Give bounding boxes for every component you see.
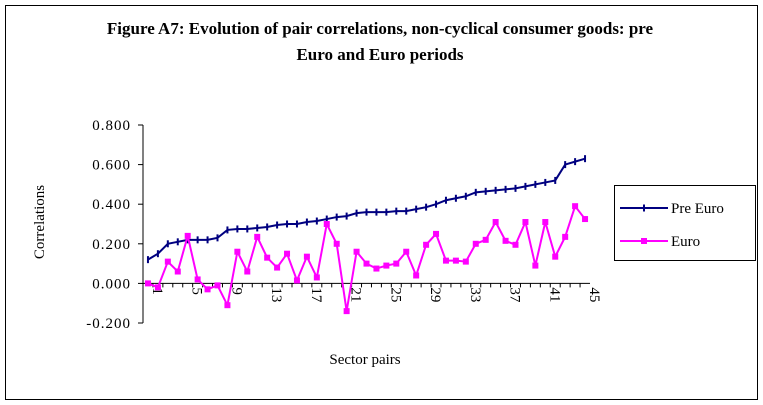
marker [542, 219, 549, 226]
marker [482, 236, 489, 243]
x-tick-label: 5 [189, 287, 205, 295]
marker [552, 253, 559, 260]
marker [512, 241, 519, 248]
marker [293, 277, 300, 284]
marker [214, 282, 221, 289]
marker [333, 240, 340, 247]
marker [323, 221, 330, 227]
y-tick-label: 0.200 [92, 237, 131, 253]
x-axis-title: Sector pairs [329, 352, 400, 368]
marker [442, 257, 449, 264]
x-tick-label: 45 [586, 287, 602, 302]
x-tick-label: 33 [467, 287, 483, 302]
marker [254, 233, 261, 240]
legend-box [614, 185, 756, 261]
marker [313, 274, 320, 281]
marker [572, 203, 579, 210]
marker [264, 254, 271, 261]
marker [403, 248, 410, 255]
x-tick-label: 25 [387, 287, 403, 302]
marker [194, 276, 201, 283]
marker [413, 272, 420, 279]
marker [204, 286, 211, 293]
marker [174, 268, 181, 275]
y-axis-title: Correlations [32, 185, 48, 259]
x-tick-label: 9 [228, 287, 244, 295]
y-tick-label: 0.000 [92, 276, 131, 292]
marker [284, 250, 291, 257]
y-tick-label: 0.600 [92, 158, 131, 174]
marker [224, 302, 231, 309]
x-tick-label: 17 [308, 287, 324, 303]
marker [343, 308, 350, 315]
marker [492, 219, 499, 226]
marker [393, 260, 400, 267]
y-tick-label: -0.200 [86, 316, 131, 332]
marker [154, 284, 161, 291]
marker [164, 258, 171, 265]
marker [353, 248, 360, 255]
marker [373, 265, 380, 272]
marker [452, 257, 459, 264]
y-tick-label: 0.800 [92, 118, 131, 134]
x-tick-label: 41 [546, 287, 562, 302]
marker [363, 260, 370, 267]
marker [433, 230, 440, 237]
marker [502, 237, 509, 244]
marker [462, 258, 469, 265]
marker [532, 262, 539, 269]
x-tick-label: 29 [427, 287, 443, 302]
legend-marker [641, 238, 647, 244]
marker [522, 219, 529, 226]
marker [303, 253, 310, 260]
marker [383, 262, 390, 269]
marker [144, 280, 151, 287]
marker [562, 233, 569, 240]
marker [423, 241, 430, 248]
marker [472, 240, 479, 247]
x-tick-label: 13 [268, 287, 284, 302]
x-tick-label: 37 [507, 287, 523, 302]
legend-label: Pre Euro [671, 201, 724, 217]
marker [184, 232, 191, 239]
x-tick-label: 1 [149, 287, 165, 295]
marker [274, 264, 281, 271]
marker [234, 248, 241, 255]
y-tick-label: 0.400 [92, 197, 131, 213]
marker [582, 216, 589, 223]
x-tick-label: 21 [348, 287, 364, 302]
marker [244, 268, 251, 275]
legend-label: Euro [671, 234, 700, 250]
chart-title: Figure A7: Evolution of pair correlation… [106, 19, 654, 64]
